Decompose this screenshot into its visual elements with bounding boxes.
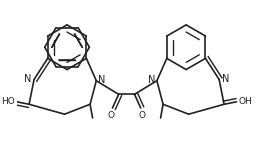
Text: N: N — [98, 75, 106, 85]
Text: N: N — [24, 74, 32, 84]
Text: O: O — [108, 111, 115, 120]
Text: O: O — [139, 111, 145, 120]
Text: OH: OH — [238, 97, 252, 106]
Text: HO: HO — [1, 97, 15, 106]
Text: N: N — [148, 75, 155, 85]
Text: N: N — [222, 74, 229, 84]
